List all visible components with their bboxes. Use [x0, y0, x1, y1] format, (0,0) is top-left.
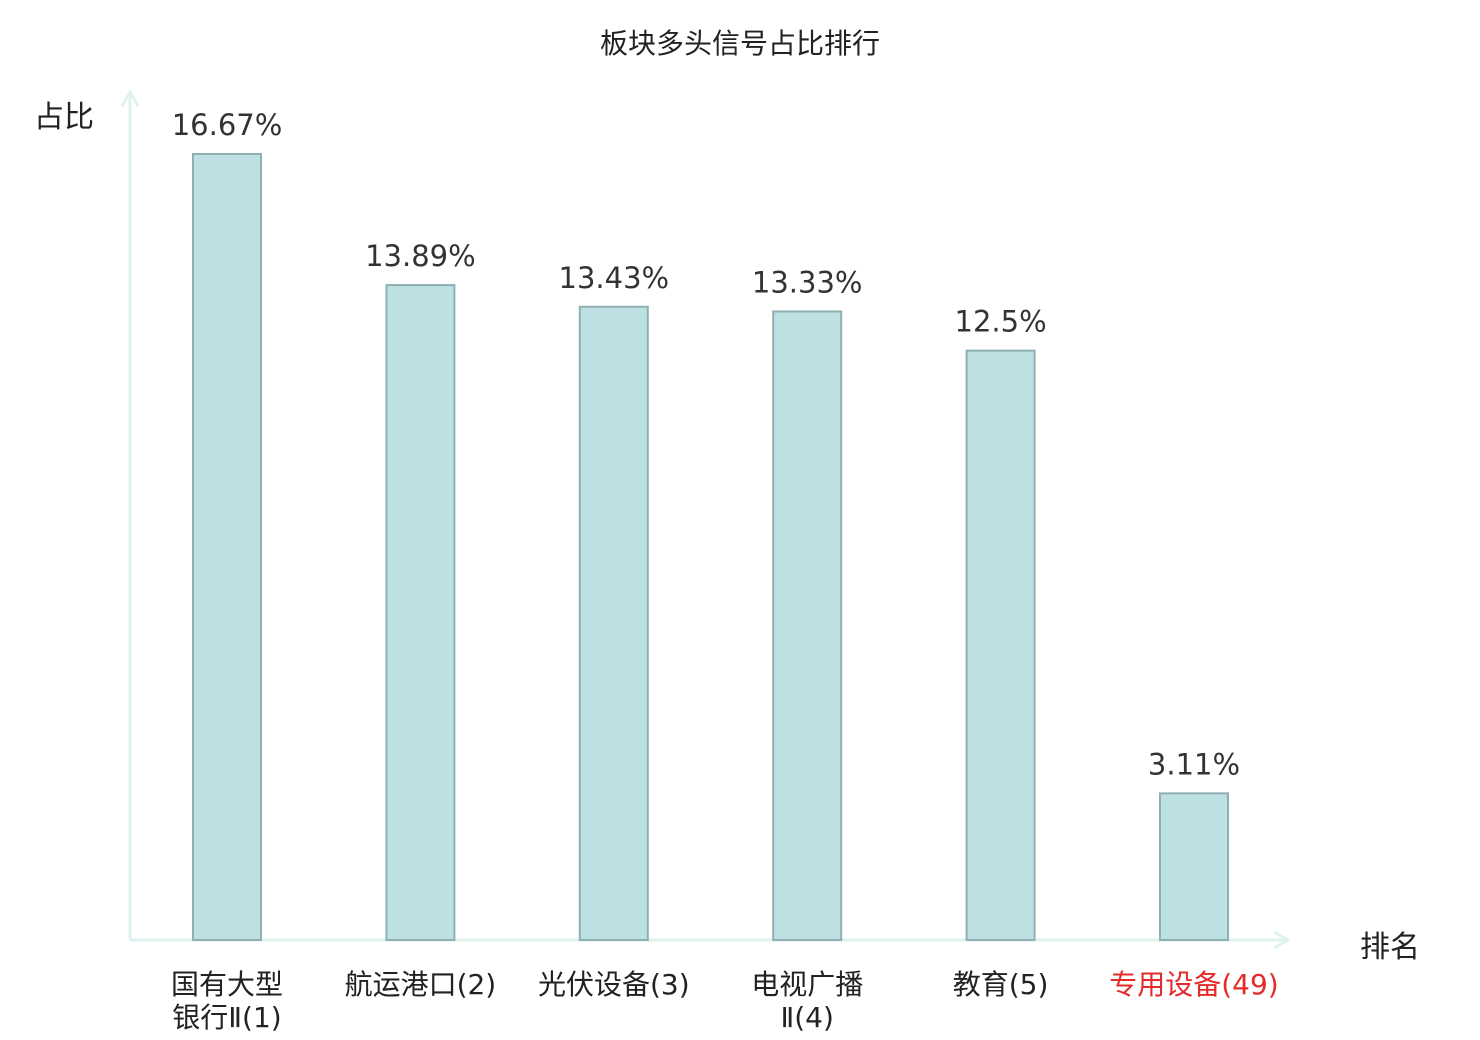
chart-title: 板块多头信号占比排行: [599, 27, 880, 60]
data-label: 13.43%: [559, 261, 670, 295]
x-tick-label: Ⅱ(4): [780, 1001, 833, 1034]
x-tick-label: 电视广播: [751, 968, 863, 1001]
bar: [1159, 792, 1229, 942]
x-tick-label: 国有大型: [171, 968, 283, 1001]
x-axis-arrow: [1273, 930, 1292, 950]
x-tick-label: 光伏设备(3): [538, 968, 690, 1001]
x-axis-label: 排名: [1360, 930, 1420, 965]
y-axis-arrow: [120, 88, 140, 107]
data-label: 16.67%: [172, 108, 283, 142]
x-tick-label: 教育(5): [953, 968, 1049, 1001]
data-label: 3.11%: [1148, 747, 1240, 781]
data-label: 12.5%: [955, 305, 1047, 339]
data-label: 13.89%: [365, 239, 476, 273]
x-tick-label: 银行Ⅱ(1): [172, 1001, 281, 1034]
bar: [578, 305, 649, 942]
bar: [772, 310, 843, 941]
data-label: 13.33%: [752, 265, 863, 299]
y-axis-label: 占比: [34, 100, 94, 135]
x-tick-label: 专用设备(49): [1109, 968, 1278, 1001]
bar: [385, 284, 456, 941]
x-tick-label: 航运港口(2): [345, 968, 497, 1001]
bar: [965, 349, 1036, 942]
bar: [192, 153, 262, 941]
